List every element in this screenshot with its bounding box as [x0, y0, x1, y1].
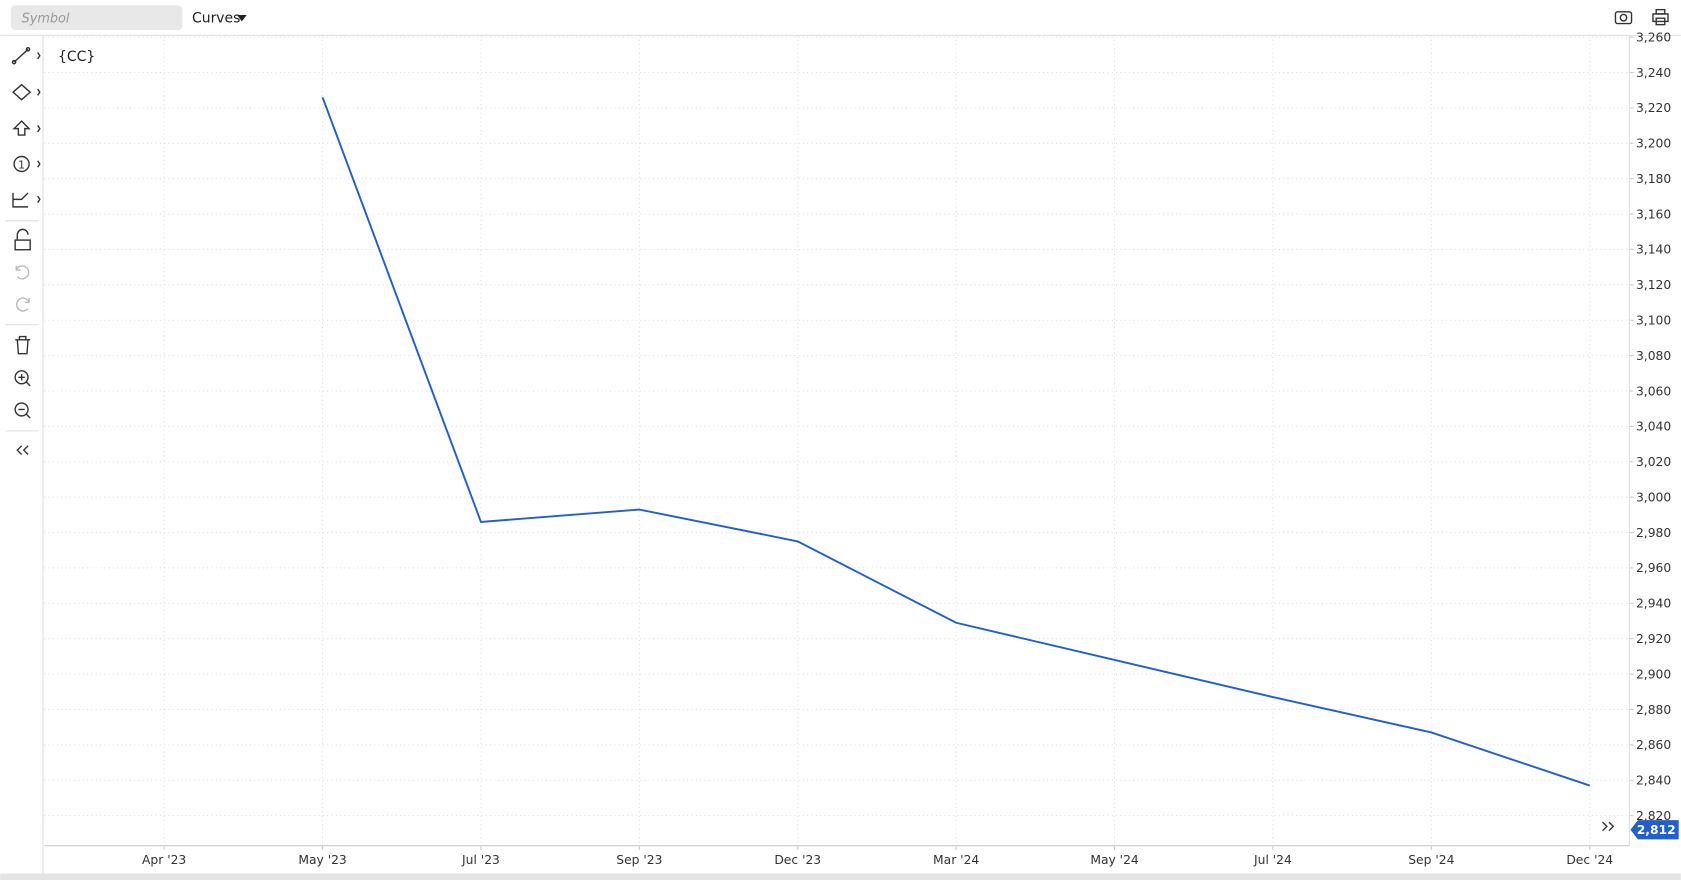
delete-tool[interactable]	[15, 335, 31, 355]
y-tick-label: 3,260	[1636, 30, 1671, 44]
y-tick-label: 2,960	[1636, 561, 1671, 575]
x-tick-label: Mar '24	[933, 853, 979, 867]
y-tick-label: 3,020	[1636, 455, 1671, 469]
print-icon[interactable]	[1652, 8, 1669, 26]
y-tick-label: 3,000	[1636, 490, 1671, 504]
chart-title: {CC}	[58, 49, 95, 65]
lock-tool[interactable]	[14, 228, 31, 251]
scroll-right[interactable]	[1602, 821, 1615, 832]
x-tick-label: Dec '23	[774, 853, 821, 867]
y-tick-label: 2,900	[1636, 667, 1671, 681]
redo-tool	[16, 297, 30, 312]
x-tick-label: Jul '23	[461, 853, 500, 867]
y-tick-label: 2,920	[1636, 632, 1671, 646]
y-tick-label: 3,160	[1636, 207, 1671, 221]
y-tick-label: 2,980	[1636, 526, 1671, 540]
y-tick-label: 3,100	[1636, 314, 1671, 328]
y-tick-label: 3,140	[1636, 243, 1671, 257]
zoom-in-tool[interactable]	[14, 370, 31, 387]
arrow-tool[interactable]	[12, 120, 41, 136]
measure-tool[interactable]	[12, 192, 41, 208]
y-tick-label: 3,220	[1636, 101, 1671, 115]
y-tick-label: 3,040	[1636, 420, 1671, 434]
bottom-bar	[0, 873, 1681, 880]
collapse-toolbar[interactable]	[16, 445, 29, 455]
y-tick-label: 3,080	[1636, 349, 1671, 363]
last-price-tag	[1630, 820, 1679, 840]
x-tick-label: Sep '23	[616, 853, 662, 867]
svg-text:1: 1	[18, 158, 25, 171]
x-tick-label: Apr '23	[142, 853, 186, 867]
y-tick-label: 3,200	[1636, 137, 1671, 151]
y-tick-label: 2,840	[1636, 774, 1671, 788]
x-tick-label: Dec '24	[1566, 853, 1613, 867]
y-tick-label: 3,240	[1636, 66, 1671, 80]
x-tick-label: Sep '24	[1408, 853, 1454, 867]
y-tick-label: 2,820	[1636, 809, 1671, 823]
data-line	[321, 96, 1591, 787]
plot-area	[44, 35, 1630, 846]
draw-line-tool[interactable]	[11, 47, 41, 65]
zoom-out-tool[interactable]	[14, 402, 31, 419]
y-tick-label: 2,860	[1636, 738, 1671, 752]
symbol-input[interactable]	[10, 5, 183, 31]
y-tick-label: 2,880	[1636, 703, 1671, 717]
x-tick-label: Jul '24	[1253, 853, 1292, 867]
undo-tool	[15, 265, 30, 280]
y-tick-label: 3,060	[1636, 384, 1671, 398]
last-price-label: 2,812	[1637, 823, 1676, 837]
y-tick-label: 3,120	[1636, 278, 1671, 292]
camera-icon[interactable]	[1614, 11, 1633, 25]
x-tick-label: May '24	[1090, 853, 1139, 867]
y-tick-label: 2,940	[1636, 597, 1671, 611]
x-tick-label: May '23	[298, 853, 346, 867]
symbol-placeholder: Symbol	[22, 12, 70, 27]
y-tick-label: 3,180	[1636, 172, 1671, 186]
curves-menu[interactable]: Curves	[192, 11, 240, 27]
annotation-tool[interactable]: 1	[13, 155, 41, 173]
shape-tool[interactable]	[11, 83, 41, 101]
menu-caret	[237, 15, 247, 22]
